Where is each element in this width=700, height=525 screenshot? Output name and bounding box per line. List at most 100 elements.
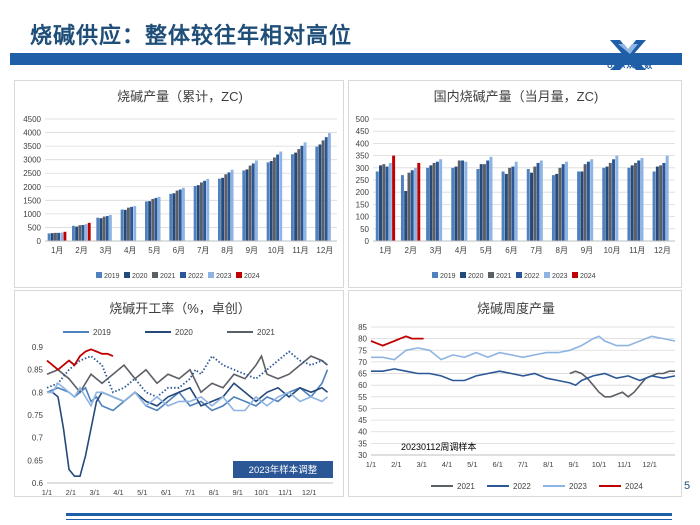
bar-2023 bbox=[665, 155, 669, 241]
x-tick-label: 10/1 bbox=[592, 460, 607, 469]
bar-2023 bbox=[615, 155, 619, 241]
operating-rate-chart: 烧碱开工率（%，卓创） 0.6 0.65 0.7 0.75 0.8 0.85 0.9 1/1 2/… bbox=[14, 290, 344, 497]
y-tick-label: 250 bbox=[356, 176, 370, 185]
bar-2022 bbox=[81, 225, 85, 241]
bar-2021 bbox=[608, 162, 612, 241]
bar-2023 bbox=[640, 158, 644, 241]
bar-2021 bbox=[382, 164, 386, 241]
legend-label: 2021 bbox=[457, 482, 475, 491]
monthly-chart-svg: 国内烧碱产量（当月量，ZC) 0 50 100 150 200 250 300 350 400 45… bbox=[356, 89, 675, 280]
y-tick-label: 30 bbox=[358, 451, 367, 460]
y-tick-label: 1500 bbox=[23, 196, 41, 205]
legend-label: 2019 bbox=[440, 273, 456, 280]
bar-2021 bbox=[200, 182, 203, 241]
y-tick-label: 0.65 bbox=[27, 456, 43, 465]
x-tick-label: 9/1 bbox=[232, 488, 242, 497]
legend-swatch-2021 bbox=[488, 272, 494, 278]
bar-2023 bbox=[414, 167, 417, 241]
x-tick-label: 5/1 bbox=[137, 488, 147, 497]
bar-2021 bbox=[273, 157, 276, 241]
bar-2022 bbox=[637, 160, 641, 241]
chart-title: 烧碱产量（累计，ZC) bbox=[117, 89, 243, 104]
legend-label: 2021 bbox=[496, 273, 512, 280]
legend-swatch-2023 bbox=[544, 272, 550, 278]
legend-label: 2021 bbox=[257, 328, 275, 337]
bar-2019 bbox=[451, 167, 455, 241]
y-tick-label: 450 bbox=[356, 127, 370, 136]
legend-label: 2022 bbox=[513, 482, 531, 491]
y-tick-label: 50 bbox=[360, 225, 369, 234]
bar-2020 bbox=[530, 172, 534, 241]
y-tick-label: 2000 bbox=[23, 183, 41, 192]
legend-label: 2019 bbox=[104, 273, 120, 280]
bar-2021 bbox=[224, 174, 228, 241]
y-tick-label: 4000 bbox=[23, 129, 41, 138]
y-tick-label: 4500 bbox=[23, 115, 41, 124]
bar-2020 bbox=[245, 169, 249, 241]
bar-2021 bbox=[583, 164, 587, 241]
cumulative-chart-svg: 烧碱产量（累计，ZC) 0 500 1000 1500 2000 2500 3000 3500 4… bbox=[23, 89, 337, 280]
x-tick-label: 5月 bbox=[480, 246, 492, 255]
bar-2023 bbox=[181, 187, 185, 241]
annotation-text: 20230112周调样本 bbox=[401, 441, 476, 452]
legend-label: 2020 bbox=[175, 328, 193, 337]
x-tick-label: 10月 bbox=[268, 246, 285, 255]
series-line-2023 bbox=[47, 382, 329, 412]
x-tick-label: 7月 bbox=[197, 246, 209, 255]
bar-2020 bbox=[221, 177, 225, 241]
bar-2023 bbox=[303, 142, 307, 241]
bar-2020 bbox=[50, 233, 54, 241]
y-tick-label: 55 bbox=[358, 393, 367, 402]
bar-2020 bbox=[379, 165, 383, 241]
x-tick-label: 7/1 bbox=[518, 460, 528, 469]
cumulative-production-chart: 烧碱产量（累计，ZC) 0 500 1000 1500 2000 2500 3000 3500 4… bbox=[14, 80, 344, 288]
bar-2022 bbox=[511, 166, 515, 241]
bar-2021 bbox=[432, 162, 436, 241]
bar-2019 bbox=[120, 209, 124, 241]
x-tick-label: 7/1 bbox=[185, 488, 195, 497]
bar-2019 bbox=[47, 233, 51, 241]
legend-label: 2020 bbox=[468, 273, 484, 280]
x-tick-label: 12/1 bbox=[642, 460, 657, 469]
upa-logo bbox=[610, 40, 646, 70]
legend-swatch-2023 bbox=[208, 272, 214, 278]
x-tick-label: 4/1 bbox=[442, 460, 452, 469]
x-tick-label: 6月 bbox=[505, 246, 517, 255]
series-line-2019 bbox=[46, 369, 329, 412]
bar-2019 bbox=[375, 171, 379, 241]
y-tick-label: 40 bbox=[358, 428, 367, 437]
monthly-production-chart: 国内烧碱产量（当月量，ZC) 0 50 100 150 200 250 300 350 400 45… bbox=[348, 80, 682, 288]
bar-2022 bbox=[561, 164, 565, 241]
bar-2022 bbox=[586, 161, 590, 241]
bar-2023 bbox=[590, 159, 594, 241]
bar-2021 bbox=[482, 164, 486, 241]
bar-2022 bbox=[536, 162, 540, 241]
legend-label: 2022 bbox=[524, 273, 540, 280]
bar-2020 bbox=[196, 185, 200, 241]
bar-2020 bbox=[655, 166, 659, 241]
page-title: 烧碱供应：整体较往年相对高位 bbox=[30, 23, 353, 48]
y-tick-label: 0 bbox=[365, 237, 370, 246]
bar-2022 bbox=[227, 172, 231, 241]
rate-chart-svg: 烧碱开工率（%，卓创） 0.6 0.65 0.7 0.75 0.8 0.85 0.9 1/1 2/… bbox=[27, 301, 333, 497]
bar-2023 bbox=[514, 161, 518, 241]
y-tick-label: 400 bbox=[356, 139, 370, 148]
bar-2024 bbox=[63, 231, 67, 241]
x-tick-label: 3/1 bbox=[416, 460, 426, 469]
legend-label: 2024 bbox=[580, 273, 596, 280]
y-tick-label: 3500 bbox=[23, 142, 41, 151]
title-bar bbox=[10, 53, 682, 65]
bar-2022 bbox=[251, 163, 255, 241]
series-line-2022 bbox=[371, 368, 676, 387]
y-tick-label: 0 bbox=[37, 237, 42, 246]
bar-2023 bbox=[206, 178, 210, 241]
x-tick-label: 12月 bbox=[316, 246, 333, 255]
bar-2020 bbox=[269, 161, 273, 241]
bar-2022 bbox=[612, 159, 616, 241]
annotation-box bbox=[233, 461, 333, 478]
chart-title: 烧碱周度产量 bbox=[477, 301, 555, 316]
bar-2023 bbox=[388, 162, 392, 241]
bar-2019 bbox=[602, 167, 606, 241]
annotation-text: 2023年样本调整 bbox=[249, 464, 318, 476]
bar-2022 bbox=[178, 189, 182, 241]
